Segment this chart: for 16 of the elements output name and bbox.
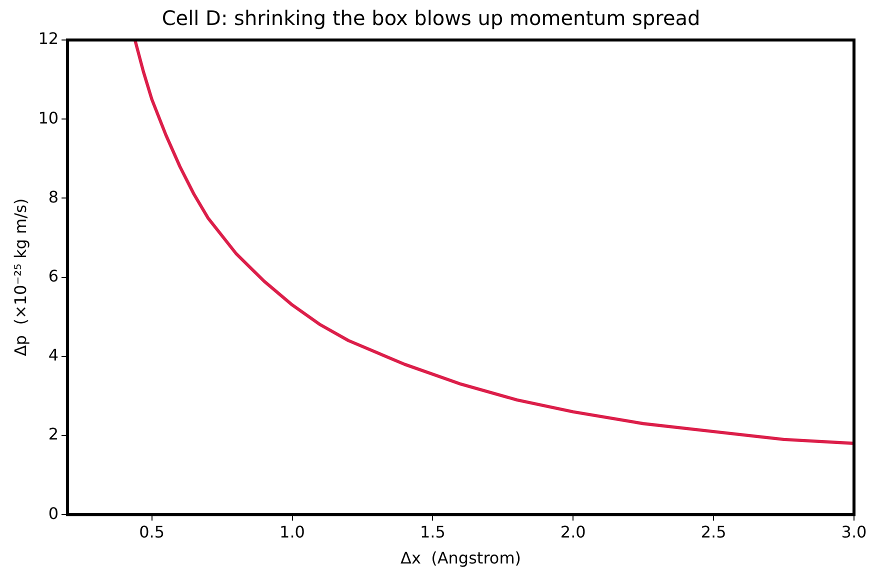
y-tick-label: 8 (48, 187, 59, 206)
y-tick-label: 4 (48, 346, 59, 365)
y-tick-label: 10 (38, 108, 59, 128)
x-tick-label: 1.0 (280, 522, 305, 542)
x-tick-label: 2.5 (700, 522, 726, 542)
x-axis-title: Δx (Angstrom) (400, 548, 522, 568)
x-tick-label: 0.5 (139, 522, 165, 542)
y-tick-label: 0 (48, 504, 59, 523)
x-tick-label: 1.5 (420, 522, 446, 542)
y-tick-label: 6 (48, 266, 59, 286)
y-tick-label: 2 (48, 424, 59, 444)
chart-title: Cell D: shrinking the box blows up momentum spread (162, 6, 700, 30)
x-tick-label: 2.0 (560, 522, 586, 542)
x-tick-label: 3.0 (841, 522, 867, 542)
y-axis-title: Δp (×10⁻²⁵ kg m/s) (10, 198, 30, 356)
y-tick-label: 12 (38, 29, 59, 48)
